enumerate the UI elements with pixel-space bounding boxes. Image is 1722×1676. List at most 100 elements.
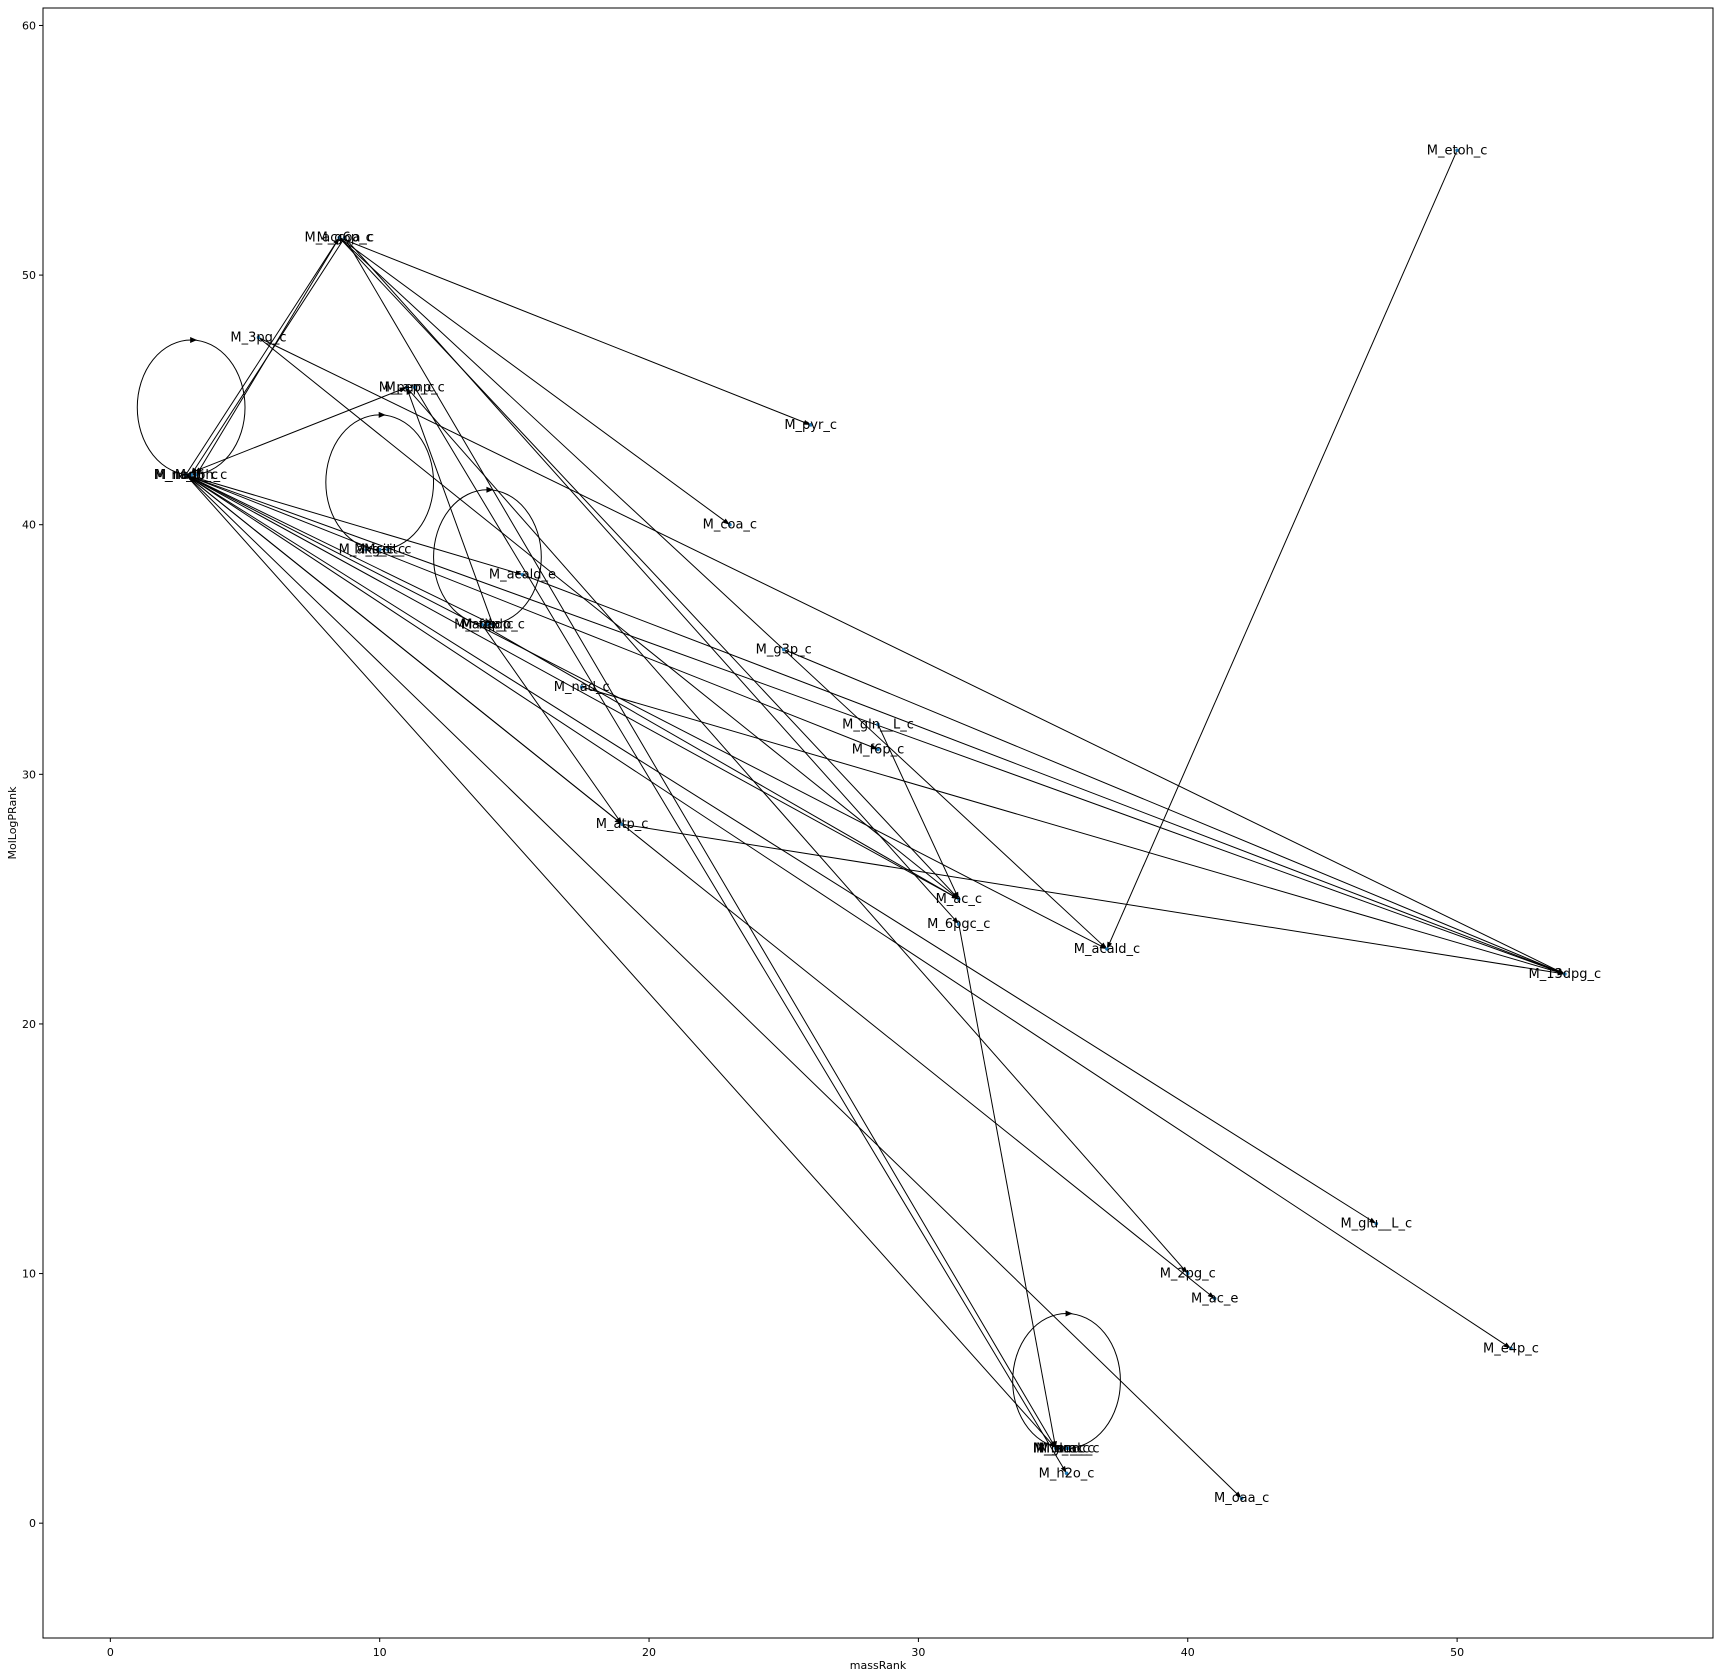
y-tick-label: 60 <box>22 19 36 32</box>
loop-arrowhead <box>378 411 386 418</box>
y-tick-label: 50 <box>22 269 36 282</box>
node-label: M_coa_c <box>703 518 757 533</box>
node-point <box>189 472 193 477</box>
y-tick-label: 0 <box>29 1517 36 1530</box>
node-label: M_nadp_c <box>461 618 525 633</box>
node-point <box>808 423 813 427</box>
edge-arrowhead <box>406 387 412 395</box>
edge-line <box>344 237 960 925</box>
edge-line <box>338 237 731 526</box>
node-label: M_nadh_c <box>154 468 218 483</box>
edge-line <box>783 649 1566 975</box>
node-label: M_oaa_c <box>1214 1491 1269 1506</box>
node-label: M_acald_c <box>1074 942 1140 957</box>
edge-line <box>185 474 879 750</box>
node-label: M_acald_e <box>489 568 556 583</box>
node-point <box>1064 1471 1069 1476</box>
edge-arrowhead <box>1049 1441 1056 1449</box>
loop-arrowhead <box>190 336 198 343</box>
edge-line <box>522 574 1566 975</box>
node-label: M_pep_c <box>379 380 435 395</box>
x-tick-label: 30 <box>911 1646 925 1659</box>
edge-arrowhead <box>722 518 730 525</box>
edge-line <box>414 387 1067 1474</box>
node-point <box>876 722 880 727</box>
node-point <box>876 747 880 752</box>
edge-line <box>877 724 960 900</box>
x-tick-label: 0 <box>107 1646 114 1659</box>
edge-line <box>338 237 1108 950</box>
edge-line <box>258 337 1566 975</box>
node-label: M_glu__L_c <box>1340 1217 1412 1232</box>
arrowheads <box>190 237 1565 1499</box>
node-label: M_nad_c <box>554 680 610 695</box>
node-label: M_e4p_c <box>1483 1341 1539 1356</box>
edge-line <box>185 474 1057 1449</box>
edge-arrowhead <box>1207 1292 1215 1299</box>
edge-line <box>258 337 960 900</box>
node-labels: M_etoh_cM_accoa_cM_g6p_cM_3pg_cM_pep_cM_… <box>154 143 1601 1506</box>
edge-line <box>481 624 623 825</box>
node-point <box>1455 148 1459 153</box>
node-label: M_ac_e <box>1191 1292 1238 1307</box>
edge-arrowhead <box>1234 1491 1242 1499</box>
node-point <box>412 385 417 390</box>
node-point <box>520 572 525 577</box>
node-label: M_ac_c <box>936 892 982 907</box>
node-point <box>491 622 495 627</box>
x-tick-label: 50 <box>1450 1646 1464 1659</box>
node-point <box>1239 1496 1244 1501</box>
x-tick-label: 10 <box>373 1646 387 1659</box>
edge-arrowhead <box>1106 941 1113 950</box>
self-loop <box>433 489 542 626</box>
edge-line <box>406 387 494 625</box>
node-label: M_adp_c <box>454 618 510 633</box>
node-label: M_amp_c <box>385 380 445 395</box>
node-point <box>1374 1221 1379 1226</box>
node-label: M_fum_c <box>1033 1441 1090 1456</box>
node-point <box>1509 1346 1513 1351</box>
node-label: M_fdp_c <box>461 618 513 633</box>
edge-arrowhead <box>1099 943 1107 950</box>
edge-arrowhead <box>1369 1217 1377 1224</box>
node-point <box>377 547 382 552</box>
node-point <box>1212 1296 1217 1301</box>
node-point <box>385 547 390 552</box>
edge-line <box>185 474 1512 1349</box>
node-point <box>1105 947 1109 951</box>
edge-arrowhead <box>1181 1266 1188 1274</box>
edge-line <box>581 686 1565 975</box>
node-point <box>404 385 409 390</box>
edge-arrowhead <box>870 744 878 750</box>
edge-arrowhead <box>951 893 959 900</box>
edge-line <box>338 237 960 900</box>
node-label: M_g6p_c <box>317 231 373 246</box>
node-point <box>957 897 961 901</box>
node-label: M_succ_c <box>1039 1441 1100 1456</box>
edge-line <box>958 924 1057 1449</box>
edge-line <box>406 387 1189 1274</box>
node-label: M_h2o_c <box>1039 1466 1095 1481</box>
edge-line <box>185 474 960 900</box>
x-tick-label: 40 <box>1181 1646 1195 1659</box>
node-label: M_accoa_c <box>305 231 375 246</box>
node-label: M_gln__L_c <box>842 717 914 732</box>
x-tick-label: 20 <box>642 1646 656 1659</box>
edge-line <box>622 823 1565 975</box>
node-label: M_g3p_c <box>756 643 812 658</box>
node-point <box>183 472 188 477</box>
y-axis-label: MolLogPRank <box>6 786 19 860</box>
y-tick-label: 20 <box>22 1018 36 1031</box>
loop-arrowhead <box>486 486 494 493</box>
edge-arrowhead <box>1503 1342 1511 1349</box>
node-point <box>1053 1446 1058 1451</box>
node-label: M_f6p_c <box>852 742 904 757</box>
edge-line <box>185 474 1108 950</box>
edge-arrowhead <box>191 467 198 475</box>
node-label: M_nadph_c <box>155 468 227 483</box>
node-label: M_2pg_c <box>1160 1267 1216 1282</box>
edge-arrowhead <box>803 419 811 425</box>
edge-line <box>344 237 1057 1449</box>
node-point <box>728 522 732 527</box>
